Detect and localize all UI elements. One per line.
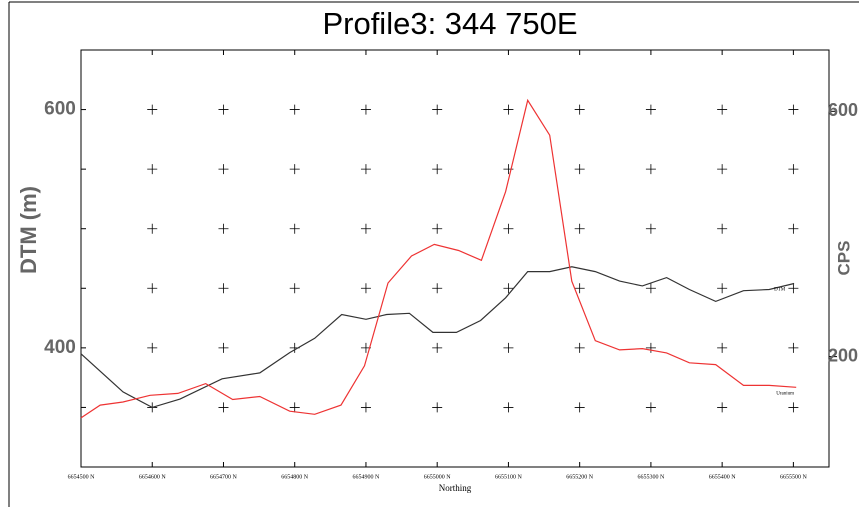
grid-cross: [147, 283, 158, 294]
grid-cross: [788, 283, 799, 294]
grid-cross: [503, 283, 514, 294]
grid-cross: [432, 164, 443, 175]
grid-cross: [147, 104, 158, 115]
grid-cross: [289, 164, 300, 175]
grid-cross: [574, 104, 585, 115]
series-line: [80, 98, 797, 419]
x-tick-label: 6655200 N: [566, 474, 594, 480]
x-tick-label: 6654700 N: [210, 474, 238, 480]
grid-cross: [503, 223, 514, 234]
grid-cross: [289, 104, 300, 115]
x-tick-label: 6654600 N: [139, 474, 167, 480]
y2-axis-label: CPS: [834, 241, 853, 276]
grid-cross: [645, 104, 656, 115]
x-tick-label: 6655100 N: [495, 474, 523, 480]
x-tick-label: 6654800 N: [281, 474, 309, 480]
grid-cross: [717, 223, 728, 234]
grid-cross: [289, 223, 300, 234]
grid-cross: [788, 402, 799, 413]
grid-cross: [432, 342, 443, 353]
grid-cross: [289, 283, 300, 294]
grid-cross: [289, 402, 300, 413]
grid-cross: [218, 283, 229, 294]
x-tick-label: 6655300 N: [637, 474, 665, 480]
grid-cross: [503, 342, 514, 353]
grid-cross: [147, 164, 158, 175]
grid-cross: [432, 283, 443, 294]
x-tick-label: 6655000 N: [424, 474, 452, 480]
grid-cross: [645, 342, 656, 353]
grid-cross: [503, 164, 514, 175]
grid-cross: [503, 402, 514, 413]
grid-cross: [574, 402, 585, 413]
grid-cross: [218, 104, 229, 115]
grid-cross: [360, 223, 371, 234]
grid-cross: [645, 164, 656, 175]
grid-cross: [788, 223, 799, 234]
grid-cross: [218, 164, 229, 175]
grid-cross: [645, 283, 656, 294]
x-tick-label: 6654900 N: [353, 474, 381, 480]
grid-cross: [432, 402, 443, 413]
grid-cross: [360, 164, 371, 175]
y2-tick-label: 600: [828, 100, 858, 120]
y-tick-label: 600: [44, 99, 76, 120]
chart-title: Profile3: 344 750E: [322, 6, 577, 41]
grid-cross: [360, 283, 371, 294]
grid-cross: [574, 342, 585, 353]
x-tick-label: 6655400 N: [709, 474, 737, 480]
x-axis-label: Northing: [439, 483, 472, 493]
x-tick-label: 6654500 N: [68, 474, 96, 480]
x-tick-label: 6655500 N: [780, 474, 808, 480]
series-label: Uranium: [776, 391, 794, 396]
grid-cross: [717, 164, 728, 175]
grid-cross: [503, 104, 514, 115]
y-tick-label: 400: [44, 337, 76, 358]
y2-tick-label: 200: [828, 345, 858, 365]
grid-cross: [788, 342, 799, 353]
grid-cross: [717, 104, 728, 115]
grid-cross: [788, 104, 799, 115]
grid-cross: [218, 342, 229, 353]
grid-cross: [574, 164, 585, 175]
series-line: [80, 266, 795, 409]
grid-cross: [432, 223, 443, 234]
grid-cross: [218, 223, 229, 234]
grid-cross: [574, 283, 585, 294]
grid-cross: [717, 402, 728, 413]
plot-area: [80, 49, 830, 468]
grid-cross: [432, 104, 443, 115]
grid-cross: [788, 164, 799, 175]
grid-cross: [360, 104, 371, 115]
grid-cross: [147, 342, 158, 353]
grid-cross: [147, 223, 158, 234]
grid-cross: [360, 402, 371, 413]
grid-cross: [645, 402, 656, 413]
grid-cross: [218, 402, 229, 413]
grid-cross: [717, 283, 728, 294]
y-axis-label: DTM (m): [16, 186, 41, 274]
series-label: DTM: [774, 288, 786, 293]
grid-cross: [645, 223, 656, 234]
grid-cross: [574, 223, 585, 234]
grid-cross: [717, 342, 728, 353]
